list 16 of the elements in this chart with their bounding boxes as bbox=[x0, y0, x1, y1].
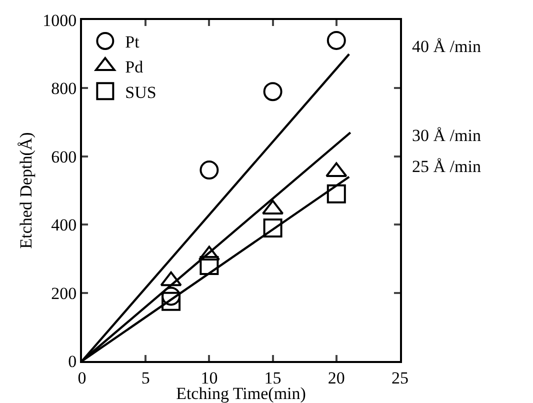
legend-label: SUS bbox=[125, 82, 156, 102]
text: 30 Å /min bbox=[412, 126, 482, 145]
y-tick-label: 200 bbox=[51, 284, 77, 303]
x-tick-label: 5 bbox=[141, 368, 150, 388]
y-tick-label: 600 bbox=[51, 147, 77, 166]
x-tick-label: 20 bbox=[328, 368, 345, 388]
text: 25 Å /min bbox=[412, 157, 482, 176]
y-axis-title: Etched Depth(Å) bbox=[16, 132, 36, 249]
y-tick-label: 0 bbox=[68, 352, 77, 371]
legend-label: Pd bbox=[125, 58, 144, 77]
legend-label: Pt bbox=[125, 32, 140, 52]
y-tick-label: 1000 bbox=[42, 10, 77, 30]
y-tick-label: 800 bbox=[51, 79, 77, 98]
text: 40 Å /min bbox=[412, 37, 482, 56]
y-tick-label: 400 bbox=[51, 216, 77, 235]
x-tick-label: 25 bbox=[392, 368, 408, 388]
